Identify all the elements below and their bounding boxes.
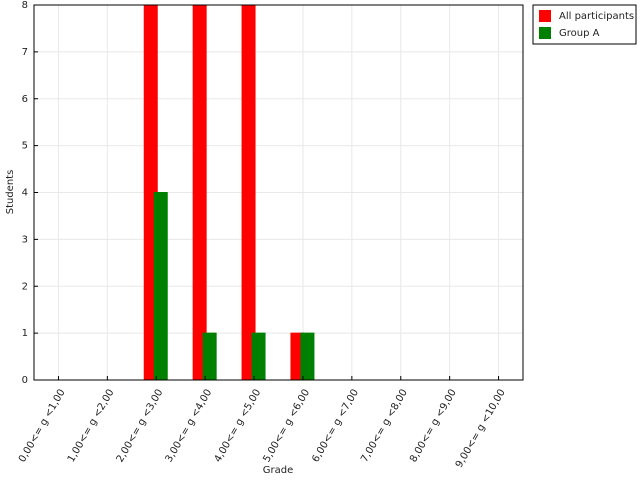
legend-label: Group A [559, 28, 600, 39]
legend-swatch [539, 10, 551, 22]
x-tick-label: 0,00<= g <1,00 [17, 388, 68, 465]
y-tick-label: 1 [22, 328, 28, 339]
y-tick-label: 6 [22, 94, 28, 105]
legend-label: All participants [559, 11, 634, 22]
y-tick-label: 5 [22, 141, 28, 152]
y-tick-label: 8 [22, 0, 28, 11]
y-tick-label: 7 [22, 47, 28, 58]
bar [202, 332, 217, 381]
x-tick-label: 4,00<= g <5,00 [213, 388, 264, 465]
x-tick-label: 8,00<= g <9,00 [408, 388, 459, 465]
x-tick-label: 7,00<= g <8,00 [359, 388, 410, 465]
x-tick-label: 1,00<= g <2,00 [66, 388, 117, 465]
plot-frame [33, 4, 524, 381]
bar [251, 332, 266, 381]
x-tick-label: 2,00<= g <3,00 [115, 388, 166, 465]
bar [153, 192, 168, 381]
bar [300, 332, 315, 381]
x-tick-label: 5,00<= g <6,00 [261, 388, 312, 465]
x-tick-label: 6,00<= g <7,00 [310, 388, 361, 465]
y-tick-label: 2 [22, 281, 28, 292]
bar [192, 4, 207, 381]
x-tick-label: 3,00<= g <4,00 [164, 388, 215, 465]
y-tick-label: 4 [22, 188, 28, 199]
y-tick-label: 0 [22, 375, 28, 386]
x-axis-label: Grade [263, 465, 294, 476]
x-tick-label: 9,00<= g <10,00 [454, 388, 508, 470]
y-tick-label: 3 [22, 234, 28, 245]
legend-swatch [539, 27, 551, 39]
y-axis-label: Students [5, 170, 16, 215]
bar [241, 4, 256, 381]
